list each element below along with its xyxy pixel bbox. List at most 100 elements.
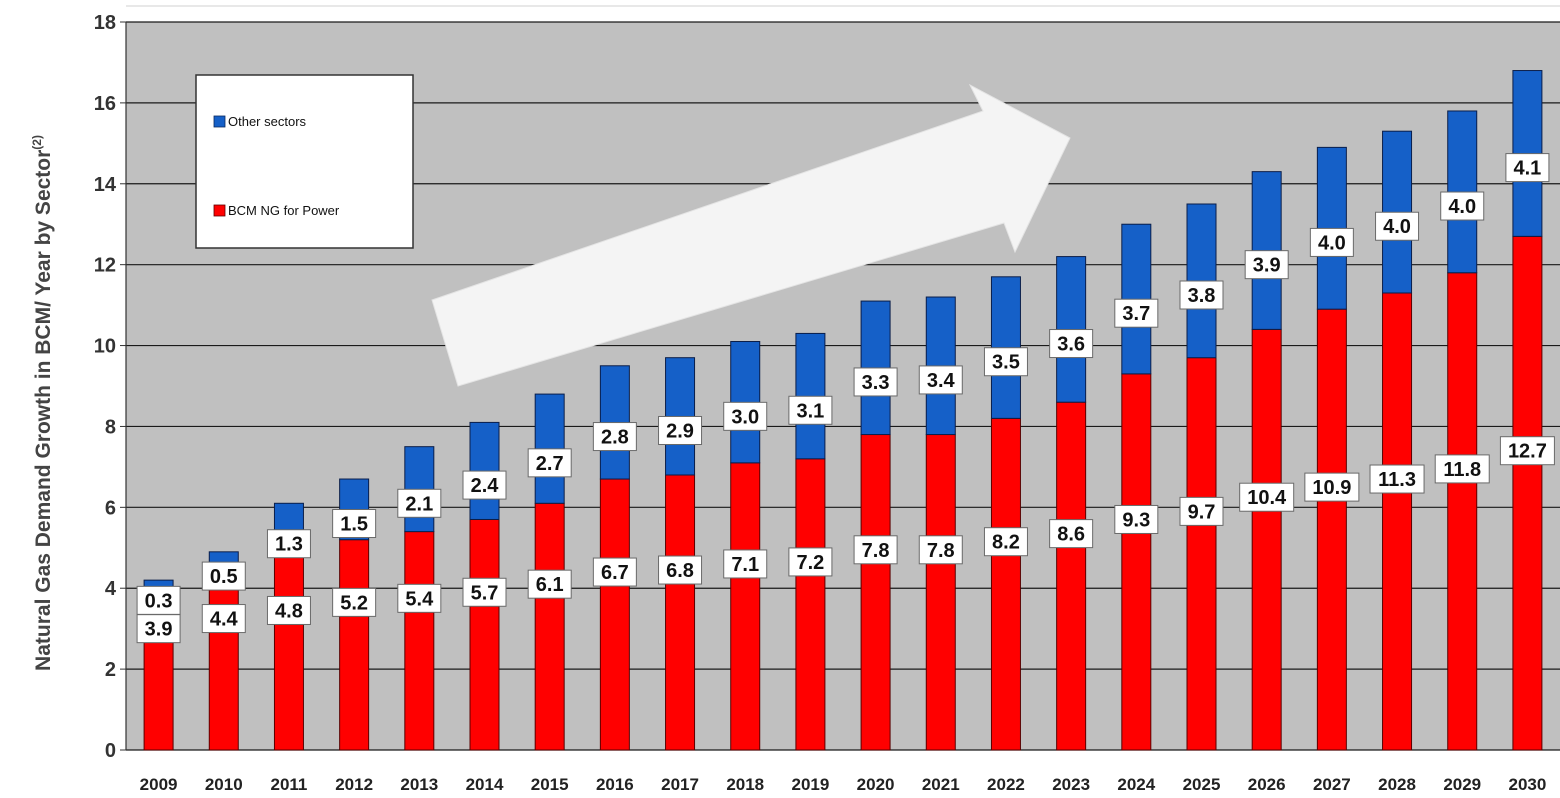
legend-label-other-sectors: Other sectors [228, 114, 307, 129]
data-label-other: 1.3 [275, 534, 303, 556]
trend-arrow [431, 83, 1071, 387]
data-label-power-box [1499, 436, 1555, 466]
data-label-other-box [1505, 153, 1550, 183]
bar-power-2015 [534, 502, 565, 751]
data-label-power-group: 11.3 [1369, 464, 1425, 494]
data-label-other-group: 3.4 [918, 365, 963, 395]
data-label-power-group: 6.8 [658, 555, 703, 585]
bar-power-2028 [1382, 292, 1413, 751]
data-label-power-group: 6.7 [592, 557, 637, 587]
x-tick-label: 2017 [661, 775, 699, 794]
y-tick-label: 2 [105, 659, 116, 681]
data-label-other-group: 1.3 [266, 529, 311, 559]
bar-power-2016 [599, 478, 630, 751]
data-label-other-box [788, 395, 833, 425]
data-label-other-group: 3.9 [1244, 250, 1289, 280]
x-tick-label: 2030 [1508, 775, 1546, 794]
data-label-other-box [266, 529, 311, 559]
data-label-power-box [918, 535, 963, 565]
data-label-power-group: 7.8 [853, 535, 898, 565]
data-label-power-group: 9.3 [1114, 504, 1159, 534]
bar-power-2025 [1186, 357, 1217, 751]
x-tick-label: 2027 [1313, 775, 1351, 794]
data-label-other: 3.6 [1057, 334, 1085, 356]
data-label-power: 7.8 [927, 540, 955, 562]
data-label-power-box [201, 604, 246, 634]
bar-power-2011 [273, 555, 304, 751]
x-tick-label: 2010 [205, 775, 243, 794]
data-label-power: 10.4 [1247, 487, 1287, 509]
x-tick-label: 2015 [531, 775, 569, 794]
data-label-power: 11.3 [1378, 469, 1416, 491]
data-label-other-group: 4.0 [1375, 211, 1420, 241]
data-label-power: 3.9 [145, 619, 173, 641]
data-label-other-group: 3.5 [983, 347, 1028, 377]
data-label-power-group: 5.7 [462, 577, 507, 607]
data-label-other-group: 2.7 [527, 448, 572, 478]
data-label-other-box [1375, 211, 1420, 241]
x-tick-label: 2018 [726, 775, 764, 794]
data-label-power: 10.9 [1312, 477, 1351, 499]
data-label-other-box [332, 509, 377, 539]
data-label-power-box [592, 557, 637, 587]
data-label-power-box [983, 527, 1028, 557]
legend: Other sectors BCM NG for Power [195, 74, 414, 249]
data-label-power-group: 11.8 [1434, 454, 1490, 484]
data-label-other-box [1440, 191, 1485, 221]
data-label-power: 4.8 [275, 600, 303, 622]
data-label-other-box [1049, 329, 1094, 359]
legend-label-ng-power: BCM NG for Power [228, 203, 340, 218]
x-tick-label: 2028 [1378, 775, 1416, 794]
data-label-power-box [462, 577, 507, 607]
legend-box [195, 74, 414, 249]
data-label-other-group: 2.8 [592, 422, 637, 452]
bar-power-2023 [1056, 401, 1087, 751]
data-label-power-group: 12.7 [1499, 436, 1555, 466]
data-label-other: 2.7 [536, 453, 564, 475]
data-label-other: 2.8 [601, 427, 629, 449]
data-label-other-box [1114, 298, 1159, 328]
legend-swatch-other-sectors [213, 115, 226, 128]
data-label-other-box [462, 470, 507, 500]
data-label-power-box [266, 595, 311, 625]
data-label-power: 5.2 [340, 592, 368, 614]
data-label-power-group: 5.4 [397, 583, 442, 613]
bar-power-2026 [1251, 328, 1282, 751]
data-label-other-box [658, 415, 703, 445]
data-label-other: 3.5 [992, 352, 1020, 374]
data-label-power-group: 7.2 [788, 547, 833, 577]
y-tick-label: 4 [105, 578, 117, 600]
data-label-other: 0.5 [210, 566, 238, 588]
data-label-power-box [1304, 472, 1360, 502]
bar-power-2018 [730, 462, 761, 751]
bar-power-2020 [860, 434, 891, 751]
data-label-other: 3.9 [1253, 255, 1281, 277]
data-label-other-box [853, 367, 898, 397]
x-tick-label: 2025 [1183, 775, 1221, 794]
data-label-other-group: 4.1 [1505, 153, 1550, 183]
data-label-other-box [527, 448, 572, 478]
data-label-power: 7.1 [731, 554, 759, 576]
y-tick-label: 8 [105, 416, 116, 438]
data-label-power: 7.2 [797, 552, 825, 574]
data-label-other-box [136, 585, 181, 615]
data-label-other-group: 3.8 [1179, 280, 1224, 310]
y-tick-label: 16 [94, 93, 116, 115]
data-label-other-box [1179, 280, 1224, 310]
data-label-other-group: 3.0 [723, 401, 768, 431]
data-label-other-group: 4.0 [1440, 191, 1485, 221]
data-label-other: 4.0 [1448, 196, 1476, 218]
data-label-power-group: 8.2 [983, 527, 1028, 557]
data-label-power: 5.4 [405, 588, 434, 610]
bar-power-2030 [1512, 235, 1543, 751]
y-tick-label: 12 [94, 255, 116, 277]
x-axis-labels: 2009 2010 2011 2012 2013 2014 2015 2016 2017 2018… [140, 775, 1547, 794]
x-tick-label: 2024 [1117, 775, 1155, 794]
data-label-power-group: 10.9 [1304, 472, 1360, 502]
data-label-other: 3.7 [1122, 303, 1150, 325]
x-tick-label: 2022 [987, 775, 1025, 794]
data-label-other: 4.1 [1514, 158, 1542, 180]
data-label-other: 3.1 [797, 400, 825, 422]
data-label-power: 11.8 [1443, 459, 1481, 481]
data-label-other-group: 4.0 [1309, 227, 1354, 257]
